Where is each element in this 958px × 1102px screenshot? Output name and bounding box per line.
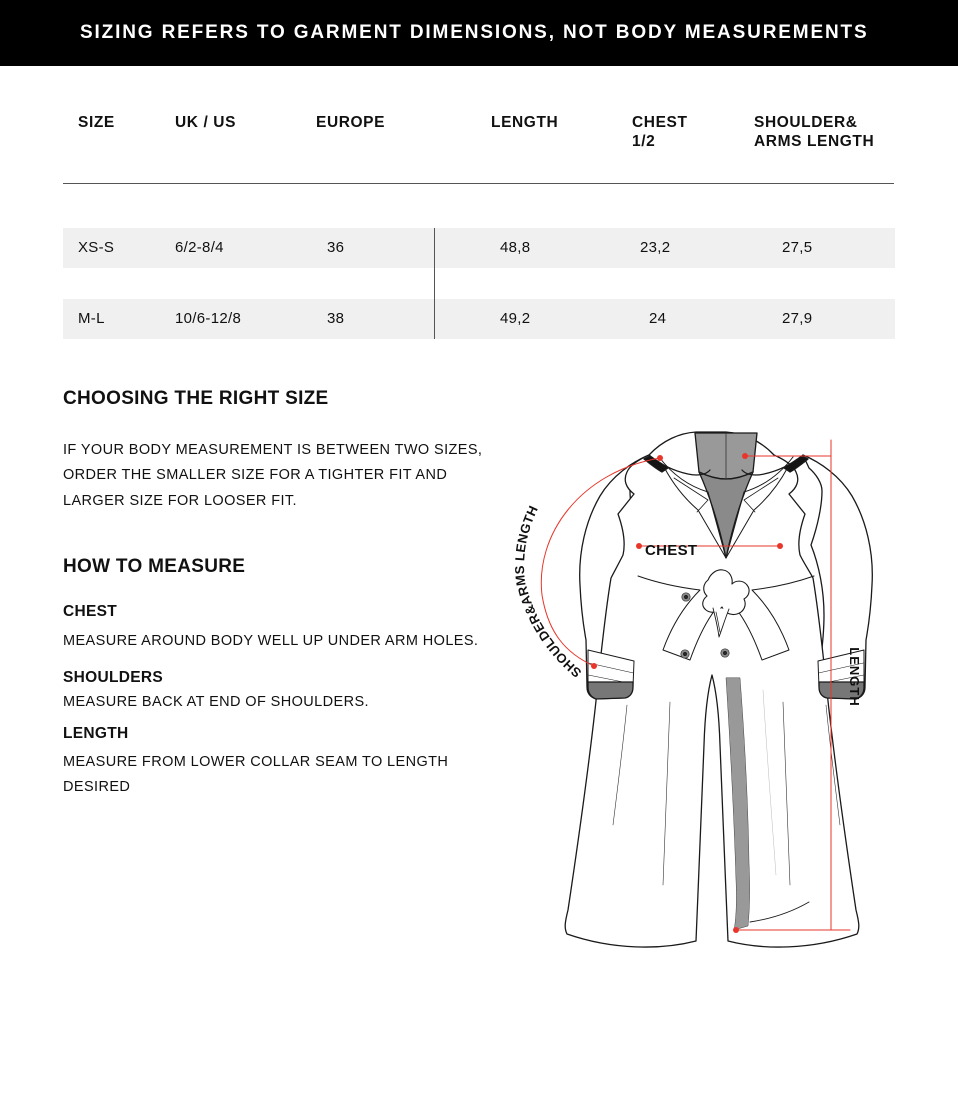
svg-text:LENGTH: LENGTH [847,647,862,706]
svg-text:CHEST: CHEST [645,542,697,559]
